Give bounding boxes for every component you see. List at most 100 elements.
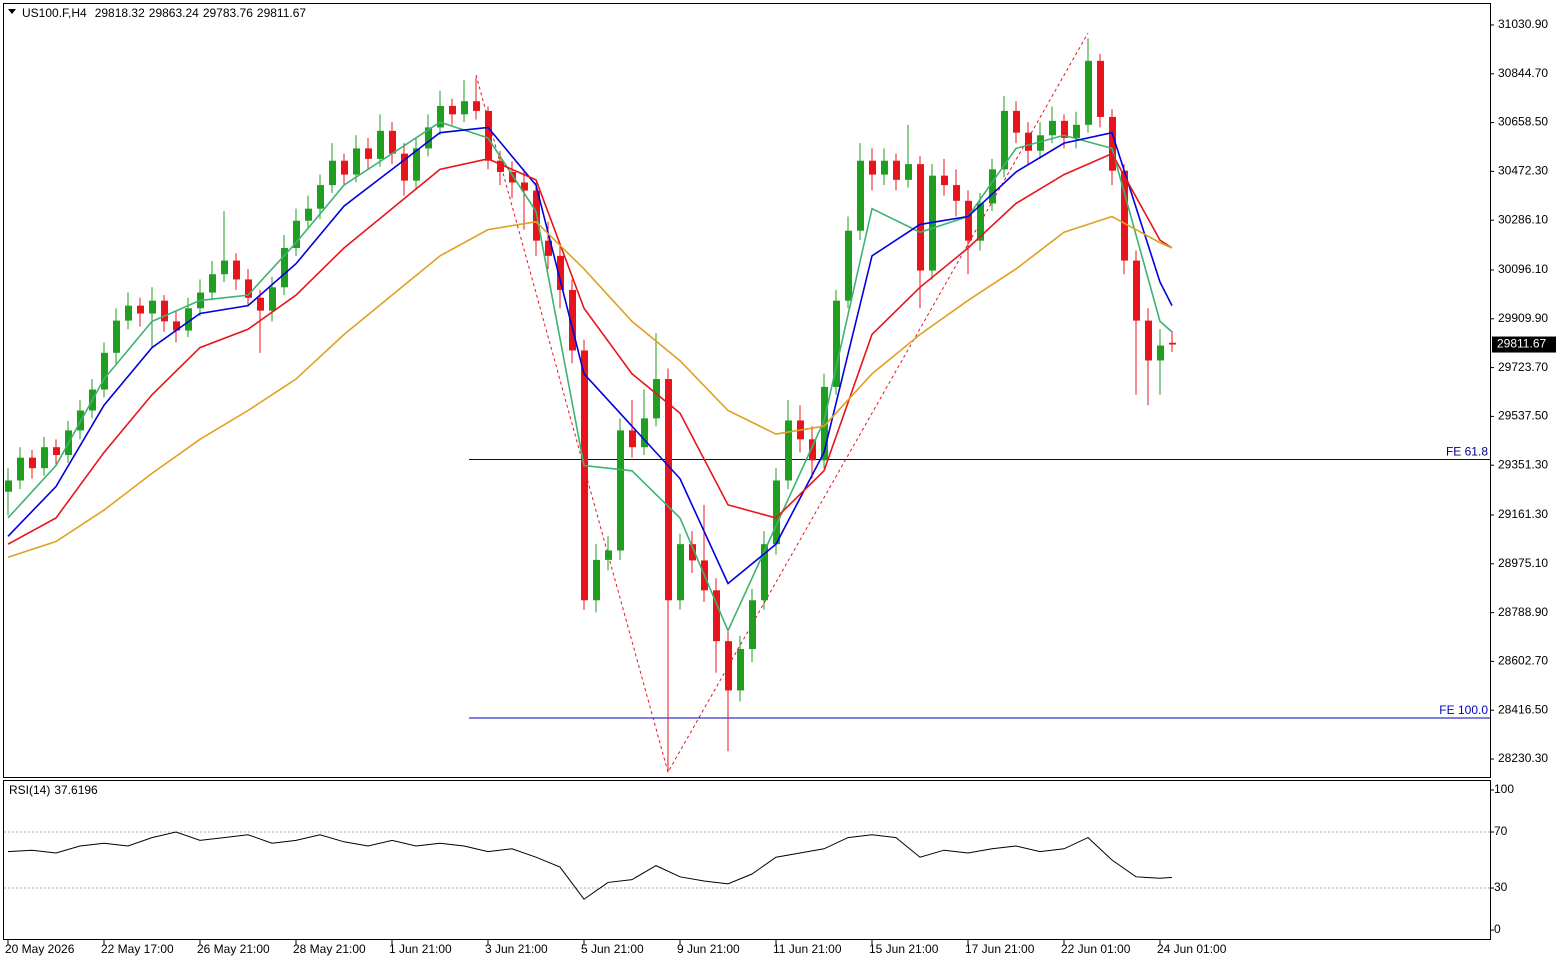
- rsi-title: RSI(14): [9, 783, 50, 797]
- candle-body: [1169, 342, 1176, 345]
- y-tick-label: 30844.70: [1498, 66, 1548, 80]
- candle-body: [269, 287, 276, 311]
- rsi-panel: [3, 780, 1491, 940]
- rsi-header: RSI(14) 37.6196: [9, 783, 98, 797]
- candle-body: [413, 148, 420, 181]
- candle-body: [245, 279, 252, 298]
- candle-body: [869, 160, 876, 175]
- x-tick-label: 1 Jun 21:00: [389, 942, 452, 956]
- candle-body: [329, 160, 336, 186]
- candle-body: [293, 220, 300, 248]
- candle-body: [1037, 135, 1044, 151]
- y-tick-label: 29909.90: [1498, 311, 1548, 325]
- candle-body: [1121, 170, 1128, 261]
- candle-body: [989, 169, 996, 204]
- candle-body: [353, 148, 360, 175]
- candle-body: [641, 418, 648, 448]
- candle-body: [509, 171, 516, 183]
- candle-body: [497, 160, 504, 172]
- x-tick-label: 22 May 17:00: [101, 942, 174, 956]
- candle-body: [821, 386, 828, 461]
- price-tag-label: 29811.67: [1497, 337, 1546, 351]
- y-tick-label: 30286.10: [1498, 212, 1548, 226]
- candle-body: [1157, 345, 1164, 361]
- collapse-icon: [8, 9, 16, 14]
- candle-body: [305, 208, 312, 221]
- candle-body: [953, 185, 960, 201]
- close: 29811.67: [257, 6, 306, 20]
- candle-body: [101, 352, 108, 390]
- x-tick-label: 22 Jun 01:00: [1061, 942, 1131, 956]
- x-tick-label: 11 Jun 21:00: [773, 942, 842, 956]
- candle-body: [29, 457, 36, 469]
- y-tick-label: 30096.10: [1498, 262, 1548, 276]
- candle-body: [281, 247, 288, 288]
- candle-body: [125, 305, 132, 321]
- candle-body: [629, 430, 636, 448]
- candle-body: [461, 101, 468, 115]
- candle-body: [761, 544, 768, 601]
- y-tick-label: 30: [1494, 880, 1508, 894]
- candle-body: [485, 110, 492, 161]
- y-tick-label: 0: [1494, 922, 1501, 936]
- candle-body: [1001, 110, 1008, 170]
- y-tick-label: 70: [1494, 824, 1508, 838]
- candle-body: [893, 160, 900, 180]
- y-tick-label: 30658.50: [1498, 115, 1548, 129]
- candle-body: [749, 600, 756, 650]
- candle-body: [593, 559, 600, 601]
- candle-body: [425, 127, 432, 149]
- moving-average: [7, 126, 1173, 585]
- price-tag: [1492, 336, 1556, 353]
- rsi-value: 37.6196: [54, 783, 98, 797]
- y-tick-label: 31030.90: [1498, 17, 1548, 31]
- x-tick-label: 17 Jun 21:00: [965, 942, 1035, 956]
- candle-body: [389, 130, 396, 154]
- candle-body: [473, 101, 480, 111]
- candle-body: [149, 300, 156, 314]
- candle-body: [557, 255, 564, 290]
- candle-body: [1013, 110, 1020, 133]
- symbol: US100.F,H4: [22, 6, 87, 20]
- candle-body: [665, 379, 672, 601]
- x-tick-label: 24 Jun 01:00: [1157, 942, 1227, 956]
- candle-body: [1109, 116, 1116, 171]
- moving-average: [7, 152, 1173, 545]
- candle-body: [713, 590, 720, 642]
- header: US100.F,H4 29818.32 29863.24 29783.76 29811.…: [22, 6, 306, 20]
- candle-body: [209, 274, 216, 293]
- candle-body: [545, 240, 552, 256]
- y-tick-label: 28416.50: [1498, 702, 1548, 716]
- candle-body: [965, 200, 972, 241]
- candle-body: [809, 439, 816, 461]
- candle-body: [857, 160, 864, 231]
- candle-body: [1049, 120, 1056, 136]
- candle-body: [137, 305, 144, 314]
- candle-body: [725, 641, 732, 691]
- candle-body: [653, 379, 660, 419]
- rsi-line: [7, 831, 1173, 900]
- y-tick-label: 100: [1494, 782, 1514, 796]
- candle-body: [1073, 124, 1080, 138]
- candle-body: [317, 185, 324, 209]
- candle-body: [1145, 320, 1152, 361]
- y-tick-label: 30472.30: [1498, 164, 1548, 178]
- candle-body: [833, 300, 840, 387]
- candle-body: [1133, 260, 1140, 321]
- x-tick-label: 3 Jun 21:00: [485, 942, 548, 956]
- candle-body: [569, 289, 576, 351]
- candle-body: [689, 544, 696, 561]
- moving-average: [7, 215, 1173, 559]
- level-label: FE 100.0: [1439, 703, 1488, 717]
- x-tick-label: 28 May 21:00: [293, 942, 366, 956]
- candle-body: [1061, 120, 1068, 138]
- candle-body: [977, 203, 984, 241]
- y-tick-label: 28602.70: [1498, 654, 1548, 668]
- y-tick-label: 28230.30: [1498, 751, 1548, 765]
- y-tick-label: 29537.50: [1498, 409, 1548, 423]
- candle-body: [1025, 132, 1032, 151]
- high: 29863.24: [149, 6, 199, 20]
- candle-body: [173, 321, 180, 331]
- y-tick-label: 29351.30: [1498, 457, 1548, 471]
